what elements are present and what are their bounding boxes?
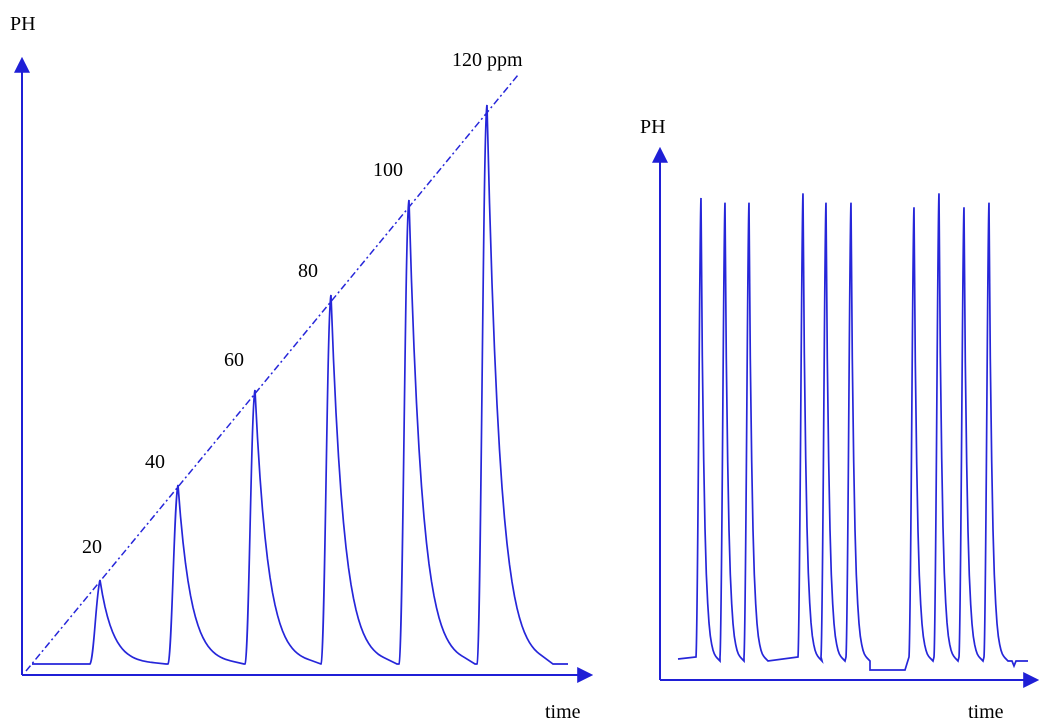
left-peak-markers [99, 104, 488, 581]
left-trend-line [25, 74, 519, 672]
left-x-axis-label: time [545, 701, 581, 722]
peak-label-20: 20 [82, 536, 102, 558]
left-signal-trace [32, 104, 568, 666]
right-y-axis-label: PH [640, 116, 666, 138]
peak-label-120: 120 ppm [452, 49, 523, 71]
peak-label-40: 40 [145, 451, 165, 473]
right-x-axis-label: time [968, 701, 1004, 722]
peak-label-60: 60 [224, 349, 244, 371]
right-chart: PH time [640, 116, 1040, 723]
left-chart: PH time 20 40 60 80 100 120 ppm [10, 13, 594, 723]
right-peak-markers [700, 192, 990, 208]
peak-label-100: 100 [373, 159, 403, 181]
left-y-axis-label: PH [10, 13, 36, 35]
right-signal-trace [677, 193, 1028, 671]
peak-label-80: 80 [298, 260, 318, 282]
